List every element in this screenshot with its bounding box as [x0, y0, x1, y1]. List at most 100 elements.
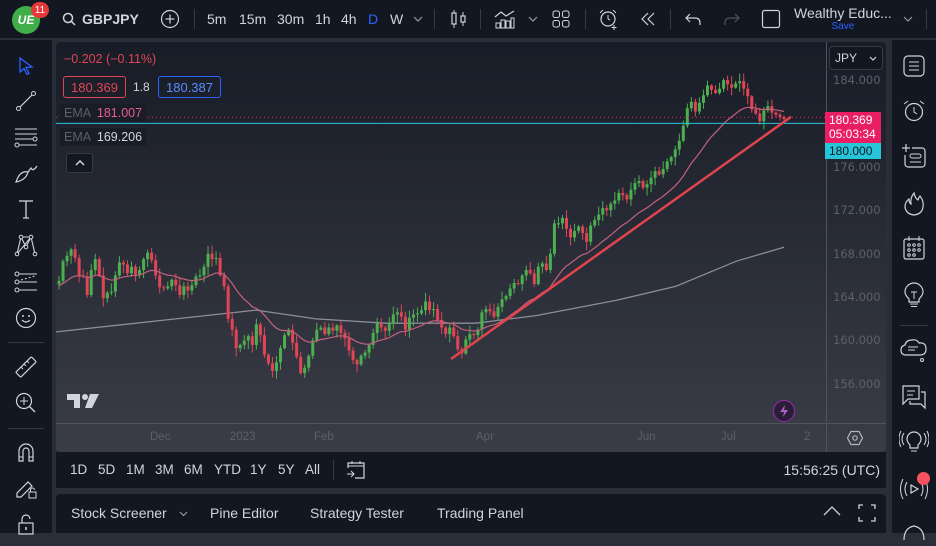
add-symbol-button[interactable]	[160, 0, 180, 38]
layout-name-button[interactable]: Wealthy Educ... Save	[794, 0, 892, 38]
live-streams-button[interactable]	[900, 472, 930, 503]
time-axis[interactable]: Dec 2023 Feb Apr Jun Jul 2	[56, 423, 886, 452]
fib-tool[interactable]	[12, 123, 40, 151]
range-ytd[interactable]: YTD	[214, 462, 241, 477]
tradingview-logo[interactable]	[66, 392, 100, 410]
time-tick: Jul	[721, 431, 736, 443]
indicators-button[interactable]	[494, 0, 516, 38]
gear-icon	[847, 430, 863, 446]
magnet-tool[interactable]	[12, 438, 40, 466]
undo-button[interactable]	[685, 0, 701, 38]
indicators-dropdown-button[interactable]	[528, 0, 538, 38]
chart-type-button[interactable]	[450, 0, 468, 38]
interval-w[interactable]: W	[390, 11, 404, 27]
lightbulb-icon	[903, 282, 925, 308]
brush-tool[interactable]	[12, 159, 40, 187]
text-icon	[17, 199, 35, 219]
pattern-tool[interactable]	[12, 231, 40, 259]
price-chart[interactable]	[56, 42, 886, 452]
replay-button[interactable]	[640, 0, 656, 38]
utc-clock[interactable]: 15:56:25 (UTC)	[783, 462, 880, 478]
fullscreen-icon	[761, 9, 781, 29]
chart-settings-button[interactable]	[847, 430, 863, 446]
chevron-up-icon	[823, 506, 841, 516]
streams-button[interactable]	[899, 428, 929, 456]
hotlists-button[interactable]	[900, 190, 928, 218]
time-tick: Jun	[637, 431, 656, 443]
ideas-button[interactable]	[900, 281, 928, 309]
projection-tool[interactable]	[12, 268, 40, 296]
watchlist-icon	[902, 54, 926, 78]
cursor-tool[interactable]	[12, 52, 40, 80]
candles-icon	[450, 9, 468, 29]
add-list-icon	[901, 143, 927, 169]
emoji-tool[interactable]	[12, 304, 40, 332]
range-all[interactable]: All	[305, 462, 321, 477]
tab-trading-panel[interactable]: Trading Panel	[437, 505, 524, 521]
interval-30m[interactable]: 30m	[277, 11, 305, 27]
range-1d[interactable]: 1D	[70, 462, 88, 477]
symbol-search-button[interactable]: GBPJPY	[62, 0, 139, 38]
lightning-icon	[779, 405, 789, 417]
bottom-panel-tabs: Stock Screener Pine Editor Strategy Test…	[56, 494, 886, 533]
chats-button[interactable]	[900, 383, 928, 411]
tab-stock-screener[interactable]: Stock Screener	[71, 505, 188, 521]
help-button[interactable]	[900, 518, 928, 546]
ema-slow-value: 169.206	[96, 130, 143, 144]
watchlist-button[interactable]	[900, 52, 928, 80]
zoom-in-tool[interactable]	[12, 389, 40, 417]
go-to-date-button[interactable]	[346, 460, 366, 480]
range-6m[interactable]: 6M	[184, 462, 203, 477]
broadcast-bulb-icon	[899, 429, 929, 455]
replay-icon	[640, 12, 656, 26]
measure-tool[interactable]	[12, 353, 40, 381]
divider	[900, 325, 928, 326]
currency-selector[interactable]: JPY	[829, 46, 883, 70]
trend-line-tool[interactable]	[12, 87, 40, 115]
layout-dropdown-button[interactable]	[903, 0, 913, 38]
maximize-panel-button[interactable]	[858, 504, 876, 522]
expand-panel-button[interactable]	[823, 506, 841, 516]
fullscreen-button[interactable]	[761, 0, 781, 38]
layout-grid-icon	[552, 10, 570, 28]
time-tick: 2	[804, 431, 811, 443]
buy-button[interactable]: 180.387	[158, 76, 221, 98]
layout-grid-button[interactable]	[552, 0, 570, 38]
ema-slow-legend[interactable]: EMA 169.206	[60, 128, 147, 146]
sell-button[interactable]: 180.369	[63, 76, 126, 98]
add-alert-button[interactable]	[598, 0, 620, 38]
interval-5m[interactable]: 5m	[207, 11, 227, 27]
interval-15m[interactable]: 15m	[239, 11, 267, 27]
horizontal-lines-icon	[14, 126, 38, 148]
magnet-icon	[16, 441, 36, 463]
lock-drawings-tool[interactable]	[12, 474, 40, 502]
price-axis[interactable]: JPY 184.000 176.000 172.000 168.000 164.…	[825, 42, 886, 422]
minds-button[interactable]	[900, 336, 928, 364]
range-5y[interactable]: 5Y	[278, 462, 295, 477]
range-3m[interactable]: 3M	[155, 462, 174, 477]
tab-strategy-tester[interactable]: Strategy Tester	[310, 505, 404, 521]
news-flash-button[interactable]	[773, 400, 795, 422]
divider	[194, 9, 195, 29]
calendar-button[interactable]	[900, 234, 928, 262]
range-5d[interactable]: 5D	[98, 462, 116, 477]
chart-pane[interactable]: −0.202 (−0.11%) 180.369 1.8 180.387 EMA …	[56, 42, 886, 452]
alerts-button[interactable]	[900, 97, 928, 125]
interval-4h[interactable]: 4h	[341, 11, 357, 27]
ema-fast-legend[interactable]: EMA 181.007	[60, 104, 147, 122]
horizontal-line-label: 180.000	[825, 143, 881, 159]
lock-all-tool[interactable]	[12, 510, 40, 538]
collapse-legend-button[interactable]	[66, 153, 93, 173]
range-1m[interactable]: 1M	[126, 462, 145, 477]
interval-1h[interactable]: 1h	[315, 11, 331, 27]
range-1y[interactable]: 1Y	[250, 462, 267, 477]
redo-button[interactable]	[724, 0, 740, 38]
divider	[333, 460, 334, 480]
interval-dropdown-button[interactable]	[413, 0, 423, 38]
price-tick: 172.000	[833, 203, 881, 217]
object-tree-button[interactable]	[900, 142, 928, 170]
interval-d-active[interactable]: D	[368, 11, 379, 27]
chevron-up-icon	[74, 160, 85, 166]
text-tool[interactable]	[12, 195, 40, 223]
tab-pine-editor[interactable]: Pine Editor	[210, 505, 279, 521]
